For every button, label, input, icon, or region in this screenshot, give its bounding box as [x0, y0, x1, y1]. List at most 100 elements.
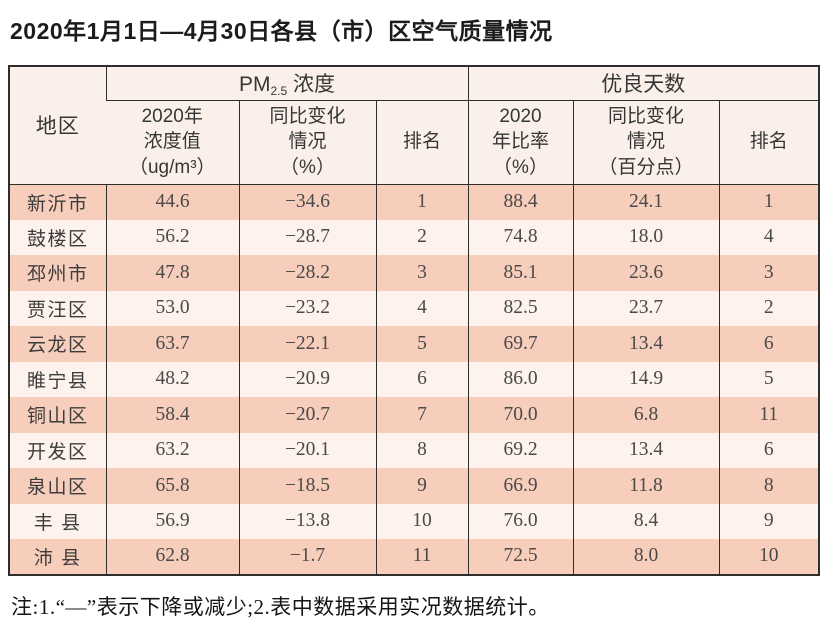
pm-value-cell: 65.8 [105, 468, 239, 504]
region-cell: 泉山区 [26, 477, 89, 499]
region-cell: 铜山区 [26, 406, 89, 428]
good-change-cell: 14.9 [572, 361, 719, 397]
pm-rank-cell: 7 [375, 397, 468, 433]
good-rank-cell: 8 [718, 468, 819, 504]
pm-rank-cell: 3 [375, 255, 468, 291]
pm-change-header: 同比变化 情况 （%） [238, 100, 376, 185]
sub-header-row: 2020年 浓度值 （ug/m³） 同比变化 情况 （%） 排名 2020 年比… [9, 100, 819, 185]
table-row: 沛 县 62.8 −1.7 11 72.5 8.0 10 [9, 539, 819, 575]
table-header: 地区 PM2.5 浓度 优良天数 2020年 浓度值 （ug/m³） 同比变化 … [9, 66, 819, 185]
pm-rank-cell: 6 [375, 361, 468, 397]
good-rate-cell: 69.7 [467, 326, 573, 362]
good-change-cell: 8.4 [572, 503, 719, 539]
good-rank-header: 排名 [718, 100, 819, 185]
pm-rank-cell: 9 [375, 468, 468, 504]
table-row: 邳州市 47.8 −28.2 3 85.1 23.6 3 [9, 255, 819, 291]
table-row: 贾汪区 53.0 −23.2 4 82.5 23.7 2 [9, 290, 819, 326]
good-change-header: 同比变化 情况 （百分点） [572, 100, 719, 185]
pm-change-cell: −20.1 [238, 432, 376, 468]
pm-value-cell: 44.6 [105, 184, 239, 220]
good-rate-cell: 72.5 [467, 539, 573, 575]
pm-value-cell: 48.2 [105, 361, 239, 397]
good-rank-cell: 3 [718, 255, 819, 291]
good-rate-cell: 88.4 [467, 184, 573, 220]
pm-rank-cell: 1 [375, 184, 468, 220]
air-quality-table: 地区 PM2.5 浓度 优良天数 2020年 浓度值 （ug/m³） 同比变化 … [8, 65, 820, 576]
pm-change-cell: −18.5 [238, 468, 376, 504]
good-rank-cell: 10 [718, 539, 819, 575]
pm-rank-header: 排名 [375, 100, 468, 185]
region-cell: 沛 县 [33, 547, 82, 569]
page-title: 2020年1月1日—4月30日各县（市）区空气质量情况 [10, 18, 553, 44]
region-cell: 邳州市 [26, 264, 89, 286]
pm-change-cell: −13.8 [238, 503, 376, 539]
pm-value-cell: 62.8 [105, 539, 239, 575]
good-rank-cell: 1 [718, 184, 819, 220]
region-cell: 丰 县 [33, 512, 82, 534]
good-change-cell: 6.8 [572, 397, 719, 433]
pm-change-cell: −20.9 [238, 361, 376, 397]
good-change-cell: 8.0 [572, 539, 719, 575]
good-rate-cell: 74.8 [467, 219, 573, 255]
pm25-suffix: 浓度 [287, 73, 336, 97]
good-rank-cell: 5 [718, 361, 819, 397]
good-change-cell: 24.1 [572, 184, 719, 220]
good-change-cell: 23.7 [572, 290, 719, 326]
pm-value-cell: 63.7 [105, 326, 239, 362]
pm-rank-cell: 2 [375, 219, 468, 255]
good-rank-cell: 6 [718, 326, 819, 362]
good-rate-cell: 66.9 [467, 468, 573, 504]
region-cell: 睢宁县 [26, 370, 89, 392]
pm-change-cell: −1.7 [238, 539, 376, 575]
pm-change-cell: −22.1 [238, 326, 376, 362]
good-rank-cell: 9 [718, 503, 819, 539]
good-rank-cell: 11 [718, 397, 819, 433]
pm-rank-cell: 11 [375, 539, 468, 575]
pm-change-cell: −34.6 [238, 184, 376, 220]
group-header-row: 地区 PM2.5 浓度 优良天数 [9, 66, 819, 185]
region-cell: 鼓楼区 [26, 228, 89, 250]
good-days-group-header: 优良天数 [467, 66, 819, 101]
table-row: 鼓楼区 56.2 −28.7 2 74.8 18.0 4 [9, 219, 819, 255]
table-body: 新沂市 44.6 −34.6 1 88.4 24.1 1 鼓楼区 56.2 −28.7 2 74.8 1… [9, 184, 819, 575]
pm25-subscript: 2.5 [270, 84, 288, 99]
pm-rank-cell: 10 [375, 503, 468, 539]
good-rank-cell: 4 [718, 219, 819, 255]
pm-change-cell: −20.7 [238, 397, 376, 433]
good-change-cell: 11.8 [572, 468, 719, 504]
pm-change-cell: −28.7 [238, 219, 376, 255]
region-header: 地区 [9, 66, 106, 185]
footnote: 注:1.“—”表示下降或减少;2.表中数据采用实况数据统计。 [11, 594, 550, 619]
region-cell: 开发区 [26, 441, 89, 463]
pm-value-header: 2020年 浓度值 （ug/m³） [106, 100, 239, 185]
good-rate-cell: 70.0 [467, 397, 573, 433]
pm25-group-header: PM2.5 浓度 [105, 66, 468, 101]
good-rate-cell: 85.1 [467, 255, 573, 291]
table-row: 云龙区 63.7 −22.1 5 69.7 13.4 6 [9, 326, 819, 362]
pm-rank-cell: 8 [375, 432, 468, 468]
pm-value-cell: 58.4 [105, 397, 239, 433]
good-change-cell: 23.6 [572, 255, 719, 291]
pm-change-cell: −28.2 [238, 255, 376, 291]
table-row: 开发区 63.2 −20.1 8 69.2 13.4 6 [9, 432, 819, 468]
region-cell: 贾汪区 [26, 299, 89, 321]
region-cell: 新沂市 [26, 193, 89, 215]
pm-value-cell: 63.2 [105, 432, 239, 468]
good-rate-cell: 76.0 [467, 503, 573, 539]
good-rate-header: 2020 年比率 （%） [467, 100, 573, 185]
good-rate-cell: 82.5 [467, 290, 573, 326]
good-rank-cell: 6 [718, 432, 819, 468]
pm-value-cell: 56.2 [105, 219, 239, 255]
good-rate-cell: 69.2 [467, 432, 573, 468]
good-change-cell: 13.4 [572, 432, 719, 468]
good-rate-cell: 86.0 [467, 361, 573, 397]
pm-rank-cell: 4 [375, 290, 468, 326]
pm-value-cell: 47.8 [105, 255, 239, 291]
table-row: 新沂市 44.6 −34.6 1 88.4 24.1 1 [9, 184, 819, 220]
pm-value-cell: 53.0 [105, 290, 239, 326]
pm-value-cell: 56.9 [105, 503, 239, 539]
pm-rank-cell: 5 [375, 326, 468, 362]
table-row: 泉山区 65.8 −18.5 9 66.9 11.8 8 [9, 468, 819, 504]
good-change-cell: 13.4 [572, 326, 719, 362]
